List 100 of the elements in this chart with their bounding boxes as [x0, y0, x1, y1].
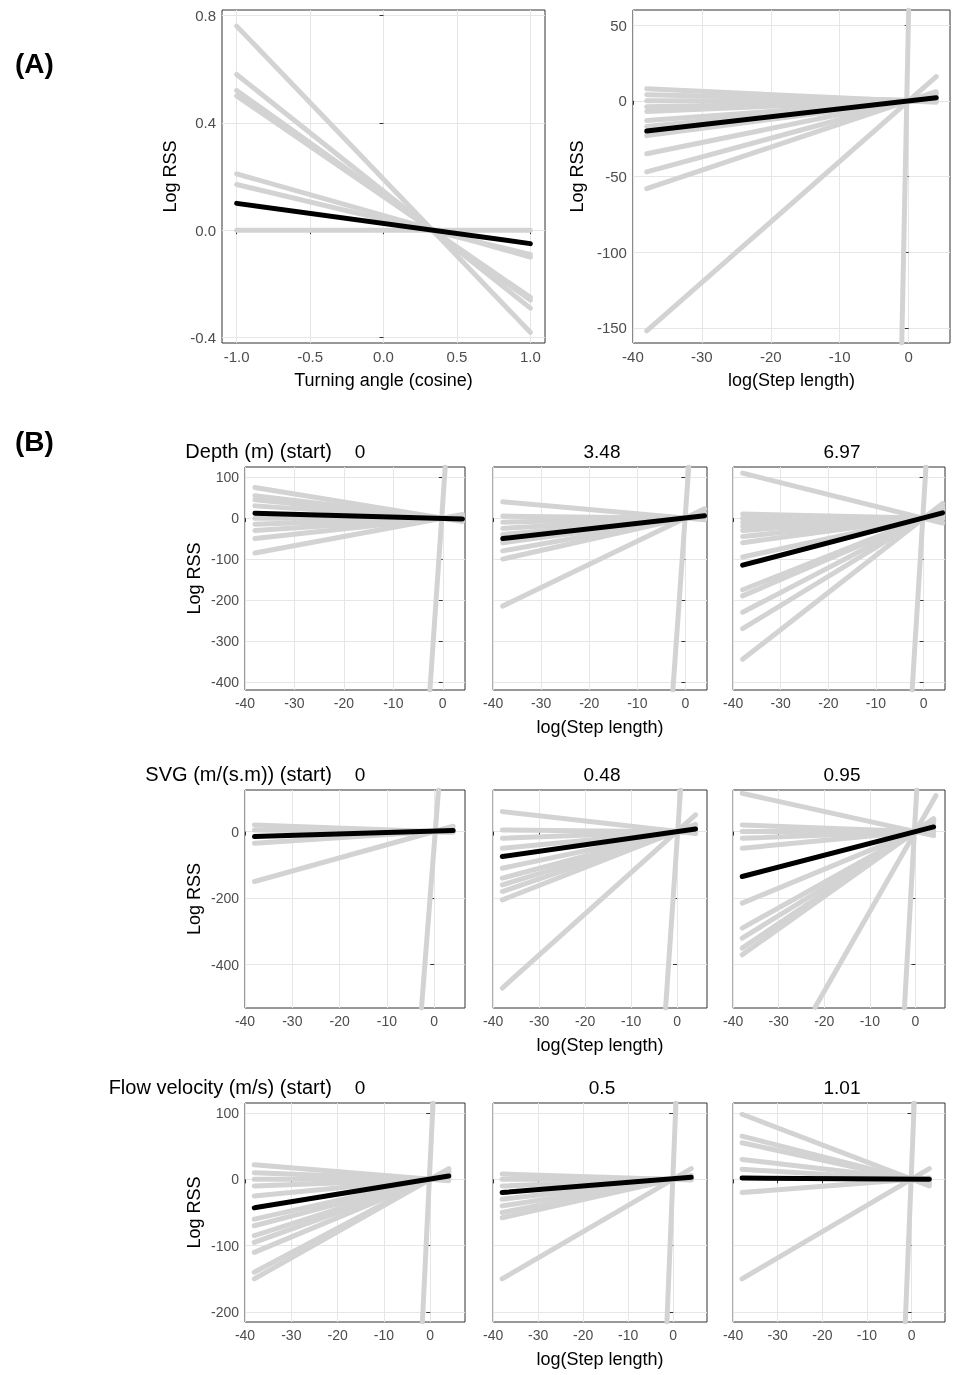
y-tick-label: 0.8 — [195, 6, 216, 24]
y-tick-label: -400 — [210, 673, 240, 690]
x-tick-label: 0 — [673, 1013, 682, 1029]
x-axis-title: log(Step length) — [727, 370, 856, 390]
x-tick-label: -10 — [859, 1013, 881, 1029]
x-tick-label: -30 — [691, 348, 713, 365]
chart-title: 3.48 — [583, 441, 621, 462]
y-tick-label: 100 — [215, 1104, 240, 1121]
x-tick-label: -10 — [856, 1327, 878, 1343]
x-tick-label: -30 — [767, 1327, 789, 1343]
y-tick-label: -400 — [210, 956, 240, 973]
chart-title: 1.01 — [823, 1077, 861, 1098]
x-tick-label: -20 — [814, 1013, 835, 1029]
x-tick-label: -10 — [828, 348, 851, 365]
x-tick-label: -10 — [620, 1013, 642, 1029]
x-tick-label: -20 — [759, 348, 782, 365]
x-tick-label: -40 — [483, 1013, 504, 1029]
y-tick-label: 100 — [215, 469, 240, 486]
x-tick-label: -30 — [528, 1327, 549, 1343]
y-tick-label: 0 — [231, 510, 240, 527]
x-tick-label: 0 — [911, 1013, 920, 1029]
x-tick-label: -10 — [373, 1327, 395, 1343]
x-axis-title: log(Step length) — [536, 717, 664, 737]
x-tick-label: -20 — [579, 695, 600, 711]
y-tick-label: 50 — [610, 16, 627, 34]
x-tick-label: -40 — [483, 1327, 504, 1343]
x-tick-label: -30 — [531, 695, 552, 711]
x-tick-label: -40 — [234, 1327, 256, 1343]
x-tick-label: -40 — [622, 348, 644, 365]
y-tick-label: -50 — [605, 168, 627, 185]
x-tick-label: -30 — [281, 1327, 302, 1343]
x-tick-label: -10 — [383, 695, 404, 711]
x-tick-label: -30 — [529, 1013, 550, 1029]
text: (A) — [15, 47, 54, 79]
y-tick-label: 0.4 — [195, 114, 216, 132]
x-tick-label: 0 — [919, 695, 928, 711]
y-tick-label: -150 — [596, 319, 627, 337]
x-tick-label: -20 — [573, 1327, 594, 1343]
x-tick-label: -40 — [723, 1013, 744, 1029]
y-tick-label: 0 — [231, 1171, 240, 1188]
y-tick-label: -0.4 — [190, 329, 216, 347]
x-tick-label: -20 — [812, 1327, 833, 1343]
x-axis-title: log(Step length) — [536, 1035, 664, 1055]
y-tick-label: -300 — [210, 632, 240, 649]
x-axis-title: Turning angle (cosine) — [294, 370, 473, 390]
y-axis-title: Log RSS — [160, 140, 181, 213]
x-tick-label: -20 — [329, 1013, 350, 1029]
chart-title: 0.5 — [588, 1077, 616, 1098]
y-axis-title: Log RSS — [184, 1176, 204, 1249]
chart-title: 0.48 — [583, 764, 621, 785]
y-tick-label: 0 — [618, 92, 627, 110]
chart-title: 0.95 — [823, 764, 861, 785]
y-tick-label: 0 — [231, 823, 240, 840]
x-tick-label: 1.0 — [519, 348, 541, 365]
x-tick-label: -30 — [282, 1013, 303, 1029]
x-tick-label: -10 — [627, 695, 648, 711]
x-tick-label: -40 — [723, 1327, 744, 1343]
text: Depth (m) (start) — [185, 440, 332, 462]
text: (B) — [15, 425, 54, 457]
chart-title: 0 — [354, 1077, 366, 1098]
x-tick-label: -30 — [770, 695, 792, 711]
x-tick-label: 0 — [681, 695, 690, 711]
y-axis-title: Log RSS — [184, 862, 204, 936]
x-tick-label: -10 — [618, 1327, 639, 1343]
x-tick-label: -40 — [723, 695, 744, 711]
y-tick-label: -200 — [210, 890, 240, 907]
x-tick-label: -20 — [333, 695, 355, 711]
y-tick-label: -200 — [210, 591, 240, 608]
x-tick-label: -30 — [284, 695, 305, 711]
x-tick-label: 0 — [904, 348, 913, 365]
x-tick-label: -40 — [234, 695, 256, 711]
x-tick-label: 0 — [907, 1327, 916, 1343]
y-axis-title: Log RSS — [567, 140, 587, 213]
y-tick-label: 0.0 — [195, 221, 216, 239]
text: Flow velocity (m/s) (start) — [108, 1076, 332, 1098]
x-tick-label: 0 — [438, 695, 447, 711]
y-axis-title: Log RSS — [184, 542, 204, 615]
x-tick-label: -20 — [574, 1013, 596, 1029]
x-tick-label: -20 — [818, 695, 839, 711]
x-tick-label: -10 — [376, 1013, 398, 1029]
x-tick-label: -40 — [483, 695, 504, 711]
x-axis-title: log(Step length) — [536, 1349, 664, 1369]
x-tick-label: -30 — [768, 1013, 790, 1029]
chart-title: 6.97 — [823, 441, 861, 462]
x-tick-label: -10 — [865, 695, 887, 711]
y-tick-label: -100 — [210, 1237, 240, 1254]
x-tick-label: 0 — [669, 1327, 678, 1343]
y-tick-label: -100 — [210, 551, 240, 568]
y-tick-label: -200 — [210, 1304, 240, 1321]
chart-title: 0 — [354, 441, 366, 462]
chart-title: 0 — [354, 764, 366, 785]
x-tick-label: 0 — [430, 1013, 439, 1029]
x-tick-label: -20 — [327, 1327, 348, 1343]
x-tick-label: 0.5 — [446, 348, 468, 365]
x-tick-label: -40 — [234, 1013, 256, 1029]
text: SVG (m/(s.m)) (start) — [145, 763, 332, 785]
x-tick-label: -0.5 — [297, 348, 324, 365]
y-tick-label: -100 — [596, 243, 627, 261]
x-tick-label: 0.0 — [373, 348, 394, 365]
x-tick-label: -1.0 — [223, 348, 250, 365]
